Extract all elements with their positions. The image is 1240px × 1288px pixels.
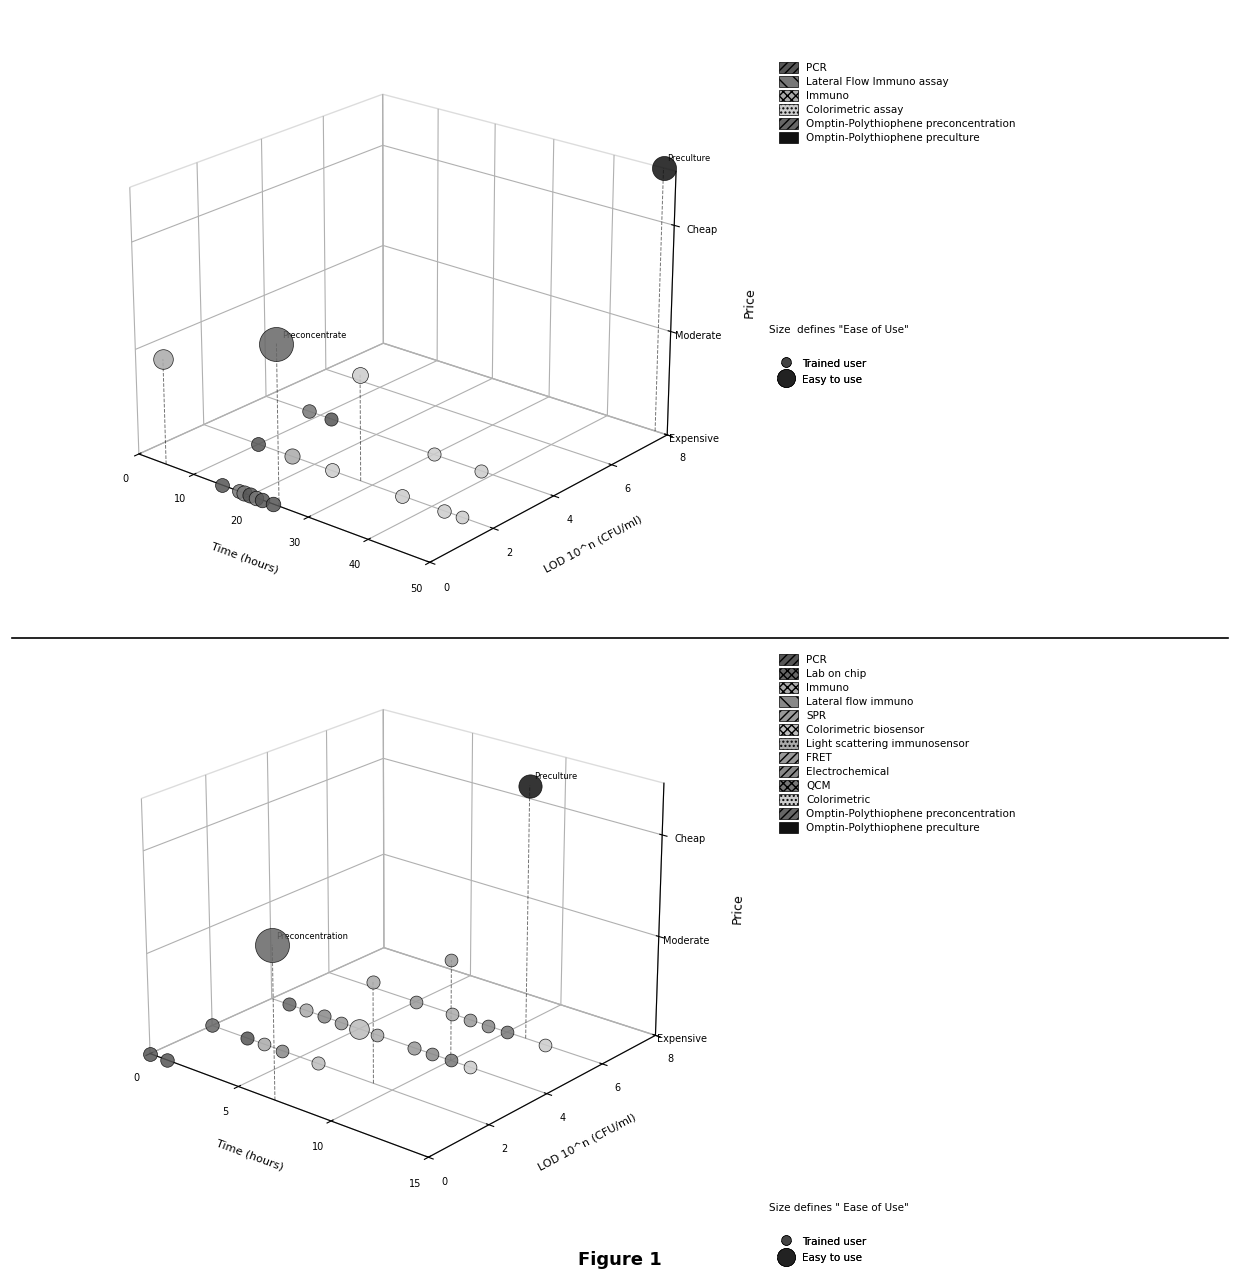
Legend: Trained user, Easy to use: Trained user, Easy to use: [774, 1230, 870, 1269]
Y-axis label: LOD 10^n (CFU/ml): LOD 10^n (CFU/ml): [543, 514, 644, 574]
Legend: Trained user, Easy to use: Trained user, Easy to use: [774, 353, 870, 390]
Y-axis label: LOD 10^n (CFU/ml): LOD 10^n (CFU/ml): [536, 1112, 637, 1172]
Text: Size  defines "Ease of Use": Size defines "Ease of Use": [769, 325, 909, 335]
Text: Figure 1: Figure 1: [578, 1251, 662, 1269]
X-axis label: Time (hours): Time (hours): [211, 541, 280, 574]
X-axis label: Time (hours): Time (hours): [216, 1139, 285, 1172]
Text: Size defines " Ease of Use": Size defines " Ease of Use": [769, 1203, 909, 1213]
